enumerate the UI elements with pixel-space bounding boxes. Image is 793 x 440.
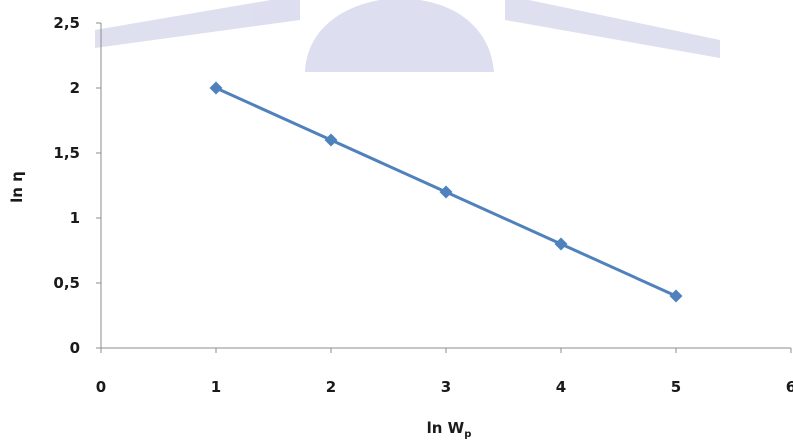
data-point-marker — [209, 81, 223, 95]
watermark-left-ray — [95, 0, 300, 48]
x-tick-label: 2 — [326, 378, 336, 396]
x-tick-label: 5 — [671, 378, 681, 396]
y-axis-ticks: 0 0,5 1 1,5 2 2,5 — [53, 14, 101, 357]
y-tick-label: 0,5 — [53, 274, 80, 292]
x-tick-label: 0 — [96, 378, 106, 396]
y-tick-label: 2,5 — [53, 14, 80, 32]
watermark-logo — [95, 0, 720, 72]
x-tick-label: 4 — [556, 378, 566, 396]
data-point-marker — [439, 185, 453, 199]
x-axis-ticks: 0 1 2 3 4 5 6 — [96, 348, 793, 396]
x-tick-label: 6 — [786, 378, 793, 396]
x-axis-title-main: ln W — [427, 419, 465, 437]
x-tick-label: 3 — [441, 378, 451, 396]
y-axis-title: ln η — [8, 171, 26, 203]
watermark-dome — [305, 0, 494, 72]
y-tick-label: 2 — [70, 79, 80, 97]
data-point-marker — [554, 237, 568, 251]
data-point-marker — [669, 289, 683, 303]
x-axis-title-subscript: p — [464, 429, 471, 440]
y-tick-label: 1,5 — [53, 144, 80, 162]
x-tick-label: 1 — [211, 378, 221, 396]
y-tick-label: 0 — [70, 339, 80, 357]
y-tick-label: 1 — [70, 209, 80, 227]
watermark-right-ray — [505, 0, 720, 58]
data-point-marker — [324, 133, 338, 147]
x-axis-title: ln Wp — [427, 419, 472, 440]
series-group — [209, 81, 683, 303]
